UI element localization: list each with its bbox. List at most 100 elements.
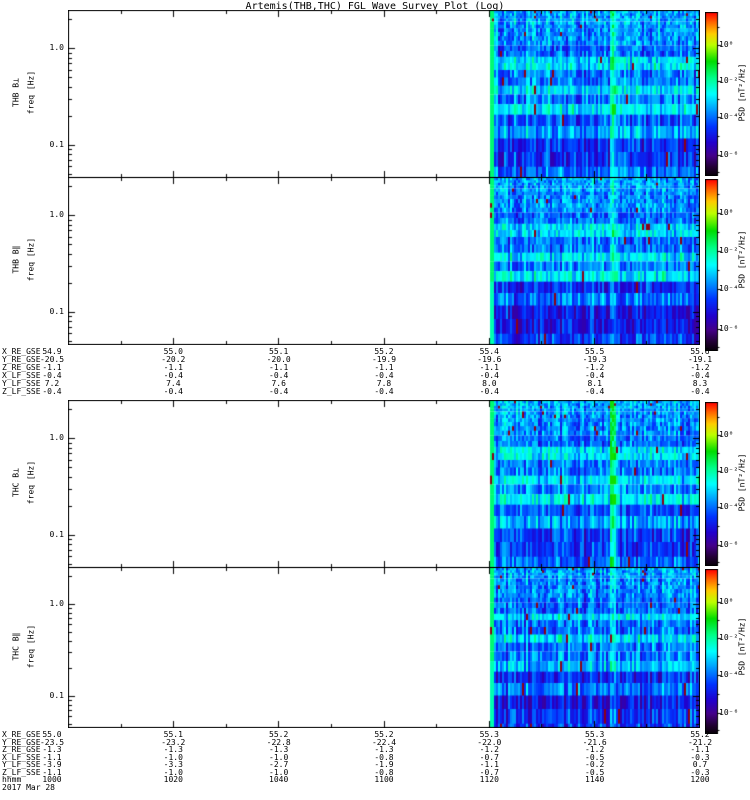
ephemeris-value: -1.3	[374, 745, 394, 754]
ephemeris-value: -0.7	[479, 752, 499, 762]
ephemeris-value: -0.4	[690, 387, 710, 396]
colorbar-tick-label: 10⁻⁶	[719, 149, 739, 159]
ephemeris-value: 55.2	[374, 730, 394, 739]
psd-axis-label: PSD [nT²/Hz]	[737, 453, 747, 512]
time-tick-label: 1000	[42, 775, 62, 784]
ephemeris-row-label: Y_LF_SSE	[2, 379, 41, 388]
instrument-label-thc-bperp: THC B⊥	[11, 468, 21, 497]
ephemeris-value: 55.2	[690, 730, 710, 739]
spectrogram-canvas-thb-bperp	[68, 10, 700, 178]
ephemeris-row-label: Z_LF_SSE	[2, 387, 41, 396]
ephemeris-value: -1.1	[374, 363, 394, 372]
ephemeris-value: -1.1	[42, 363, 62, 372]
freq-tick-label: 0.1	[49, 691, 64, 701]
ephemeris-value: -0.4	[163, 387, 183, 396]
time-tick-label: 1120	[479, 775, 499, 784]
time-tick-label: 1140	[585, 775, 605, 784]
ephemeris-value: 55.5	[585, 347, 605, 356]
ephemeris-value: -19.6	[477, 355, 502, 364]
ephemeris-row-label: X_LF_SSE	[2, 752, 41, 762]
ephemeris-value: -1.1	[269, 363, 289, 372]
colorbar-tick-label: 10⁻²	[719, 633, 739, 643]
freq-tick-label: 0.1	[49, 529, 64, 539]
ephemeris-value: -0.5	[585, 767, 605, 777]
ephemeris-value: 55.0	[163, 347, 183, 356]
colorbar-thb-bperp	[705, 12, 721, 176]
ephemeris-value: -1.0	[269, 767, 289, 777]
ephemeris-value: -22.0	[477, 737, 502, 747]
freq-tick-label: 1.0	[49, 210, 64, 220]
ephemeris-row-label: Y_RE_GSE	[2, 355, 41, 364]
ephemeris-value: -1.1	[479, 760, 499, 769]
ephemeris-value: 55.3	[479, 730, 499, 739]
ephemeris-value: -1.1	[479, 363, 499, 372]
ephemeris-value: -0.5	[585, 752, 605, 762]
time-tick-label: 1040	[269, 775, 289, 784]
freq-tick-label: 0.1	[49, 306, 64, 316]
colorbar-tick-label: 10⁻⁶	[719, 539, 739, 549]
ephemeris-value: -22.8	[266, 737, 291, 747]
panel-thc-bpar: THC B∥ freq [Hz] 1.0 0.1 10⁰ 10⁻² 10⁻⁴ 10⁻⁶ PSD …	[0, 567, 750, 734]
ephemeris-value: -1.9	[374, 760, 394, 769]
colorbar-tick-label: 10⁻²	[719, 75, 739, 85]
ephemeris-value: 7.6	[271, 379, 286, 388]
ephemeris-row-label: X_RE_GSE	[2, 730, 41, 739]
ephemeris-value: 7.2	[44, 379, 60, 388]
ephemeris-value: -0.7	[479, 767, 499, 777]
ephemeris-value: 8.1	[587, 379, 602, 388]
ephemeris-value: 54.9	[42, 347, 62, 356]
ephemeris-value: -0.4	[585, 371, 605, 380]
ephemeris-value: -1.2	[585, 745, 605, 754]
ephemeris-value: -0.2	[585, 760, 605, 769]
panel-thc-bperp: THC B⊥ freq [Hz] 1.0 0.1 10⁰ 10⁻² 10⁻⁴ 10⁻⁶ PSD …	[0, 400, 750, 568]
ephemeris-value: -1.1	[42, 767, 62, 777]
ephemeris-value: 55.0	[42, 730, 62, 739]
ephemeris-value: -0.8	[374, 767, 394, 777]
ephemeris-value: -0.4	[163, 371, 183, 380]
ephemeris-value: -19.3	[582, 355, 607, 364]
ephemeris-value: 7.4	[166, 379, 181, 388]
panel-thb-bpar: THB B∥ freq [Hz] 1.0 0.1 10⁰ 10⁻² 10⁻⁴ 10⁻⁶ PSD …	[0, 177, 750, 351]
colorbar-tick-label: 10⁻⁴	[719, 111, 739, 121]
ephemeris-row-label: Y_LF_SSE	[2, 760, 41, 769]
ephemeris-value: -1.1	[163, 363, 183, 372]
time-tick-label: 1100	[374, 775, 394, 784]
psd-axis-label: PSD [nT²/Hz]	[737, 63, 747, 122]
time-tick-label: 1200	[690, 775, 710, 784]
colorbar-tick-label: 10⁻⁶	[719, 323, 739, 333]
psd-axis-label: PSD [nT²/Hz]	[737, 230, 747, 289]
date-label: 2017 Mar 28	[2, 782, 55, 792]
colorbar-tick-label: 10⁻²	[719, 465, 739, 475]
spectrogram-canvas-thc-bpar	[68, 567, 700, 728]
ephemeris-value: -1.3	[269, 745, 289, 754]
ephemeris-row-label: Z_RE_GSE	[2, 745, 41, 754]
colorbar-tick-label: 10⁰	[719, 39, 734, 49]
ephemeris-row-label: X_LF_SSE	[2, 371, 41, 380]
colorbar-tick-label: 10⁻²	[719, 246, 739, 256]
ephemeris-value: 55.2	[269, 730, 289, 739]
ephemeris-value: -0.4	[479, 371, 499, 380]
colorbar-tick-label: 10⁻⁶	[719, 707, 739, 717]
ephemeris-value: -1.2	[479, 745, 499, 754]
ephemeris-value: -3.3	[163, 760, 183, 769]
time-row-label: hhmm	[2, 775, 22, 784]
ephemeris-value: 7.8	[376, 379, 392, 388]
freq-tick-label: 1.0	[49, 433, 64, 443]
freq-tick-label: 0.1	[49, 139, 64, 149]
ephemeris-value: -1.0	[269, 752, 289, 762]
ephemeris-value: -1.3	[42, 745, 62, 754]
ephemeris-value: -1.1	[42, 752, 62, 762]
ephemeris-row-label: Z_RE_GSE	[2, 363, 41, 372]
ephemeris-value: -0.4	[269, 371, 289, 380]
ephemeris-value: -0.8	[374, 752, 394, 762]
ephemeris-value: 55.1	[269, 347, 289, 356]
ephemeris-value: -1.3	[163, 745, 183, 754]
colorbar-tick-label: 10⁰	[719, 597, 734, 606]
ephemeris-value: -0.3	[690, 767, 710, 777]
instrument-label-thc-bpar: THC B∥	[11, 631, 21, 661]
spectrogram-canvas-thc-bperp	[68, 400, 700, 568]
ephemeris-row-label: X_RE_GSE	[2, 347, 41, 356]
ephemeris-value: -3.9	[42, 760, 62, 769]
ephemeris-value: -0.4	[690, 371, 710, 380]
